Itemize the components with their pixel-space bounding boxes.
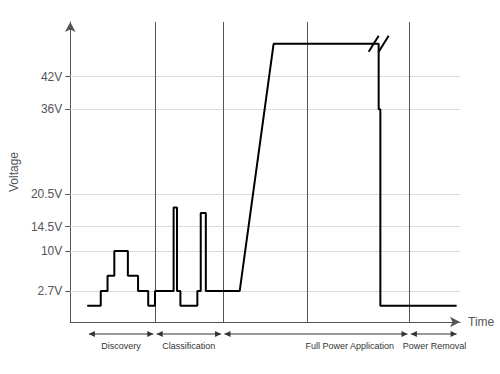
svg-text:Classification: Classification (162, 341, 215, 351)
svg-text:2.7V: 2.7V (38, 284, 63, 298)
svg-text:14.5V: 14.5V (31, 220, 62, 234)
svg-text:Discovery: Discovery (101, 341, 141, 351)
svg-text:36V: 36V (41, 102, 62, 116)
svg-text:42V: 42V (41, 70, 62, 84)
svg-text:Full Power Application: Full Power Application (306, 341, 395, 351)
svg-text:10V: 10V (41, 244, 62, 258)
svg-text:Voltage: Voltage (7, 152, 21, 192)
svg-text:20.5V: 20.5V (31, 187, 62, 201)
svg-text:Time: Time (468, 315, 495, 329)
svg-text:Power Removal: Power Removal (403, 341, 467, 351)
